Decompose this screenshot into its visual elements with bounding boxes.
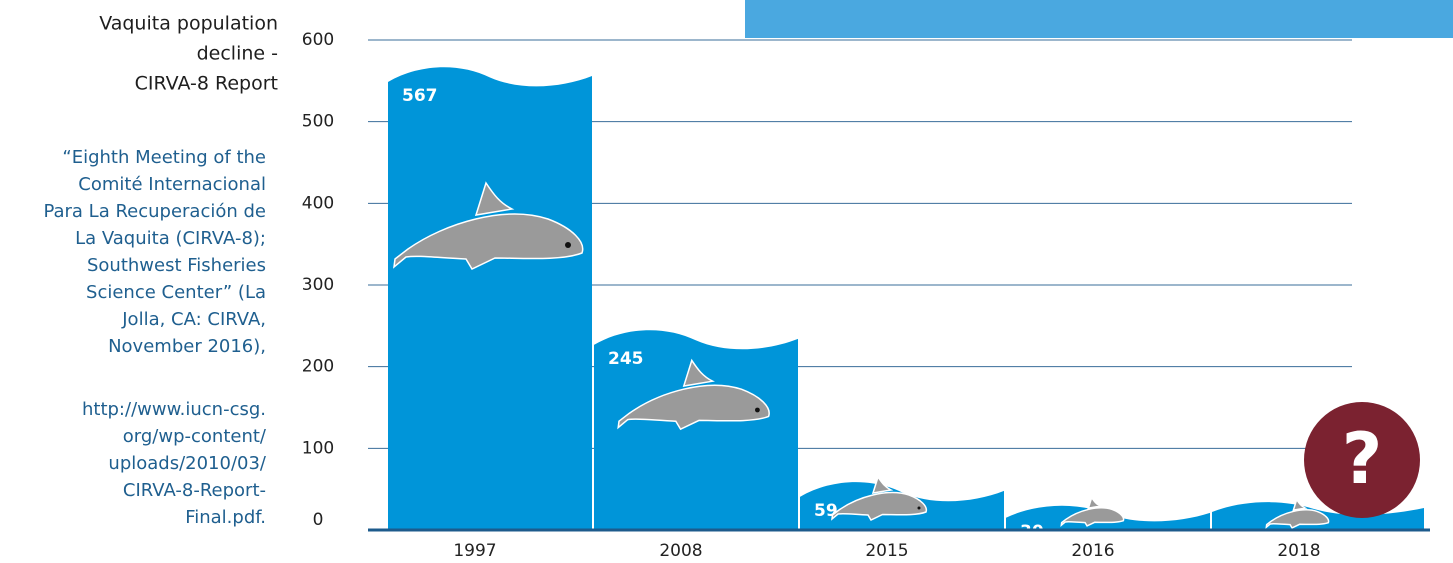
chart: Vaquita population decline - CIRVA-8 Repor… bbox=[0, 0, 1453, 563]
source-line: Science Center” (La bbox=[86, 282, 266, 303]
bar bbox=[388, 67, 592, 530]
header-band bbox=[745, 0, 1453, 38]
dolphin-eye bbox=[565, 242, 571, 248]
source-line: Para La Recuperación de bbox=[43, 201, 266, 222]
url-line: uploads/2010/03/ bbox=[108, 453, 267, 474]
y-tick-label: 200 bbox=[302, 357, 334, 377]
title-line: decline - bbox=[197, 43, 278, 65]
value-label: 30 bbox=[1020, 522, 1044, 542]
value-label: 567 bbox=[402, 86, 438, 106]
dolphin-eye bbox=[755, 408, 760, 413]
dolphin-eye bbox=[918, 507, 921, 510]
y-tick-label: 600 bbox=[302, 30, 334, 50]
source-line: Jolla, CA: CIRVA, bbox=[121, 309, 266, 330]
x-tick-label: 2016 bbox=[1071, 541, 1114, 561]
url-line: Final.pdf. bbox=[185, 507, 266, 528]
title-line: CIRVA-8 Report bbox=[135, 73, 278, 95]
x-tick-label: 2008 bbox=[659, 541, 702, 561]
annotation: ? bbox=[1342, 418, 1383, 500]
y-tick-label: 100 bbox=[302, 438, 334, 458]
url-line: CIRVA-8-Report- bbox=[123, 480, 266, 501]
source-line: November 2016), bbox=[108, 336, 266, 357]
y-tick-label: 400 bbox=[302, 193, 334, 213]
value-label: 245 bbox=[608, 349, 644, 369]
x-tick-label: 1997 bbox=[453, 541, 496, 561]
source-line: La Vaquita (CIRVA-8); bbox=[75, 228, 266, 249]
y-tick-label: 0 bbox=[313, 510, 324, 530]
y-tick-label: 500 bbox=[302, 112, 334, 132]
source-line: Southwest Fisheries bbox=[87, 255, 266, 276]
source-line: Comité Internacional bbox=[78, 174, 266, 195]
y-tick-label: 300 bbox=[302, 275, 334, 295]
url-line: http://www.iucn-csg. bbox=[82, 399, 266, 420]
x-tick-label: 2015 bbox=[865, 541, 908, 561]
url-line: org/wp-content/ bbox=[123, 426, 267, 447]
source-line: “Eighth Meeting of the bbox=[62, 147, 266, 168]
x-tick-label: 2018 bbox=[1277, 541, 1320, 561]
title-line: Vaquita population bbox=[99, 13, 278, 35]
